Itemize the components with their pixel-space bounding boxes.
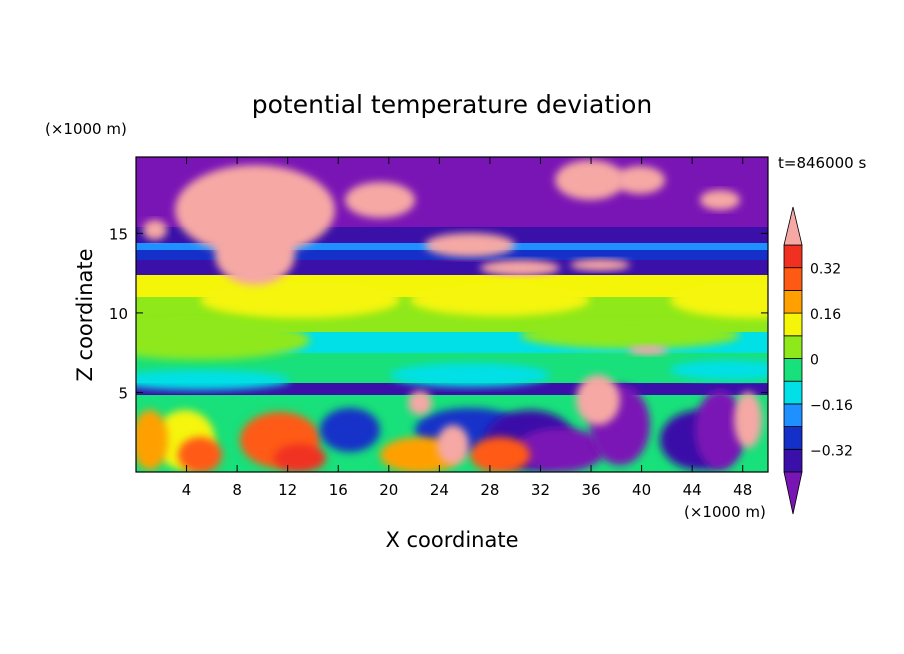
x-tick-label: 40 (632, 481, 651, 499)
field-patch (215, 225, 295, 285)
colorbar-label: −0.32 (810, 443, 853, 459)
colorbar-segment (783, 403, 803, 427)
field-patch (390, 363, 550, 387)
x-tick-label: 28 (480, 481, 499, 499)
plot-area (136, 157, 768, 472)
field-patch (734, 392, 762, 448)
colorbar-label: 0.16 (810, 307, 841, 323)
x-tick-label: 8 (232, 481, 242, 499)
colorbar-segment (783, 267, 803, 291)
field-patch (136, 320, 310, 360)
colorbar-extend-high (783, 206, 803, 246)
y-axis-label: Z coordinate (73, 248, 97, 381)
time-label: t=846000 s (778, 154, 866, 172)
field-patch (470, 437, 530, 472)
field-patch (615, 166, 665, 194)
field-patch (480, 260, 560, 276)
field-patch (425, 233, 515, 257)
field-patch (520, 321, 740, 349)
colorbar-segment (783, 244, 803, 269)
y-axis-unit: (×1000 m) (45, 120, 127, 138)
x-tick-label: 32 (531, 481, 550, 499)
colorbar-segment (783, 335, 803, 359)
field-patch (274, 444, 326, 472)
field-patch (408, 391, 432, 415)
y-tick-label: 5 (118, 384, 128, 402)
colorbar-segment (783, 358, 803, 382)
field-patch (670, 360, 768, 380)
colorbar-segment (783, 289, 803, 314)
field-patch (410, 284, 590, 316)
y-tick-label: 15 (109, 225, 128, 243)
field-patch (136, 370, 290, 390)
x-tick-label: 4 (182, 481, 192, 499)
field-patch (200, 282, 400, 318)
x-tick-label: 24 (430, 481, 449, 499)
field-patch (695, 390, 745, 470)
field-patch (628, 345, 668, 355)
x-axis-unit: (×1000 m) (684, 503, 766, 521)
y-tick-label: 10 (109, 305, 128, 323)
field-patch (700, 190, 740, 210)
colorbar-label: −0.16 (810, 398, 853, 414)
x-tick-label: 48 (733, 481, 752, 499)
field-patch (555, 160, 625, 200)
field-patch (178, 437, 222, 472)
x-tick-label: 36 (581, 481, 600, 499)
chart-title: potential temperature deviation (252, 90, 652, 119)
field-blobs (136, 160, 768, 472)
field-patch (437, 425, 469, 465)
x-axis: 4 8 12 16 20 24 28 32 36 40 44 48 (182, 157, 752, 499)
field-patch (175, 165, 335, 255)
field-patch (576, 375, 620, 425)
field-patch (143, 220, 167, 240)
colorbar-segment (783, 426, 803, 450)
field-patch (515, 428, 605, 472)
field-patch (570, 259, 630, 271)
x-axis-label: X coordinate (385, 528, 518, 552)
x-tick-label: 12 (278, 481, 297, 499)
colorbar-label: 0 (810, 353, 819, 369)
colorbar-segment (783, 312, 803, 337)
field-patch (320, 408, 380, 452)
colorbar-extend-low (783, 471, 803, 515)
colorbar-segment (783, 448, 803, 473)
colorbar: 0.32 0.16 0 −0.16 −0.32 (783, 206, 853, 515)
plot-frame (135, 156, 769, 473)
x-tick-label: 44 (683, 481, 702, 499)
field-patch (670, 282, 768, 318)
field-patch (345, 182, 415, 218)
colorbar-label: 0.32 (810, 262, 841, 278)
y-axis: 5 10 15 (109, 225, 768, 402)
colorbar-segment (783, 380, 803, 405)
field-patch (136, 410, 168, 470)
x-tick-label: 20 (379, 481, 398, 499)
x-tick-label: 16 (329, 481, 348, 499)
